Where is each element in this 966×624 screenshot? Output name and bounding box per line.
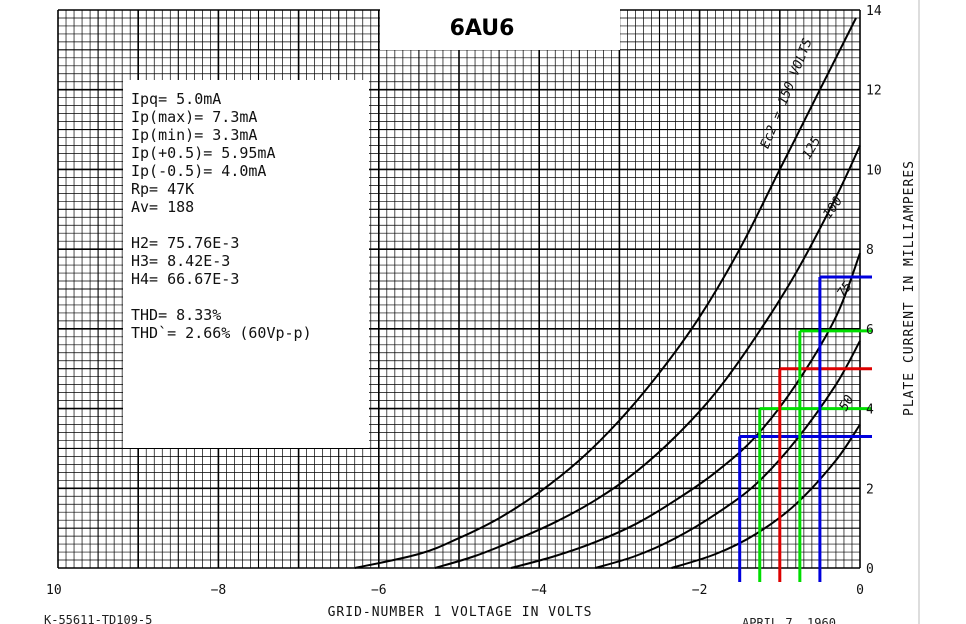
drawing-date: APRIL 7, 1960 [742, 616, 836, 624]
y-tick-label: 10 [866, 163, 882, 178]
curve-label: Ec2 = 150 VOLTS [758, 36, 816, 151]
notes-line: THD= 8.33% [131, 306, 222, 324]
curve-label: 75 [834, 279, 855, 301]
x-tick-label: −8 [211, 583, 227, 598]
notes-line: H3= 8.42E-3 [131, 252, 231, 270]
notes-line: H2= 75.76E-3 [131, 234, 240, 252]
curve-ec2-125 [434, 145, 861, 569]
y-tick-labels: 0 2 4 6 8 10 12 14 [866, 4, 882, 577]
notes-line: Ip(min)= 3.3mA [131, 126, 258, 144]
notes-line: Ip(max)= 7.3mA [131, 108, 258, 126]
notes-line: THD`= 2.66% (60Vp-p) [131, 324, 312, 342]
x-tick-labels: 10 −8 −6 −4 −2 0 [46, 583, 864, 598]
curve-ec2-2150 [354, 17, 857, 569]
y-tick-label: 14 [866, 4, 882, 19]
calculation-notes-panel: Ipq= 5.0mA Ip(max)= 7.3mA Ip(min)= 3.3mA Ip… [123, 80, 369, 448]
curve-label: 125 [800, 134, 825, 162]
notes-line: Ip(+0.5)= 5.95mA [131, 144, 276, 162]
notes-line: H4= 66.67E-3 [131, 270, 240, 288]
y-axis-title: PLATE CURRENT IN MILLIAMPERES [902, 160, 917, 416]
y-tick-label: 8 [866, 243, 874, 258]
x-tick-label: −2 [692, 583, 708, 598]
y-tick-label: 2 [866, 482, 874, 497]
drawing-number: K-55611-TD109-5 [44, 613, 152, 624]
curves-group [354, 17, 861, 569]
overlay-lines-group [738, 275, 872, 582]
notes-spacer [123, 288, 369, 306]
chart-title: 6AU6 [450, 16, 515, 41]
y-tick-label: 12 [866, 84, 882, 99]
curve-label: 100 [820, 194, 846, 222]
notes-line: Ip(-0.5)= 4.0mA [131, 162, 267, 180]
notes-line: Av= 188 [131, 198, 195, 216]
y-tick-label: 4 [866, 403, 874, 418]
y-tick-label: 0 [866, 562, 874, 577]
curve-ec2-75 [595, 340, 861, 569]
notes-top-padding [123, 80, 369, 90]
notes-spacer [123, 216, 369, 234]
x-tick-label: −6 [371, 583, 387, 598]
notes-line: Rp= 47K [131, 180, 195, 198]
x-tick-label: −4 [531, 583, 547, 598]
notes-line: Ipq= 5.0mA [131, 90, 222, 108]
x-tick-label: 10 [46, 583, 62, 598]
x-axis-title: GRID-NUMBER 1 VOLTAGE IN VOLTS [328, 605, 593, 620]
curve-label: 50 [837, 393, 858, 414]
x-tick-label: 0 [856, 583, 864, 598]
title-backdrop [380, 0, 620, 50]
y-tick-label: 6 [866, 323, 874, 338]
curve-ec2-50 [671, 423, 861, 569]
curve-ec2-100 [510, 252, 861, 569]
